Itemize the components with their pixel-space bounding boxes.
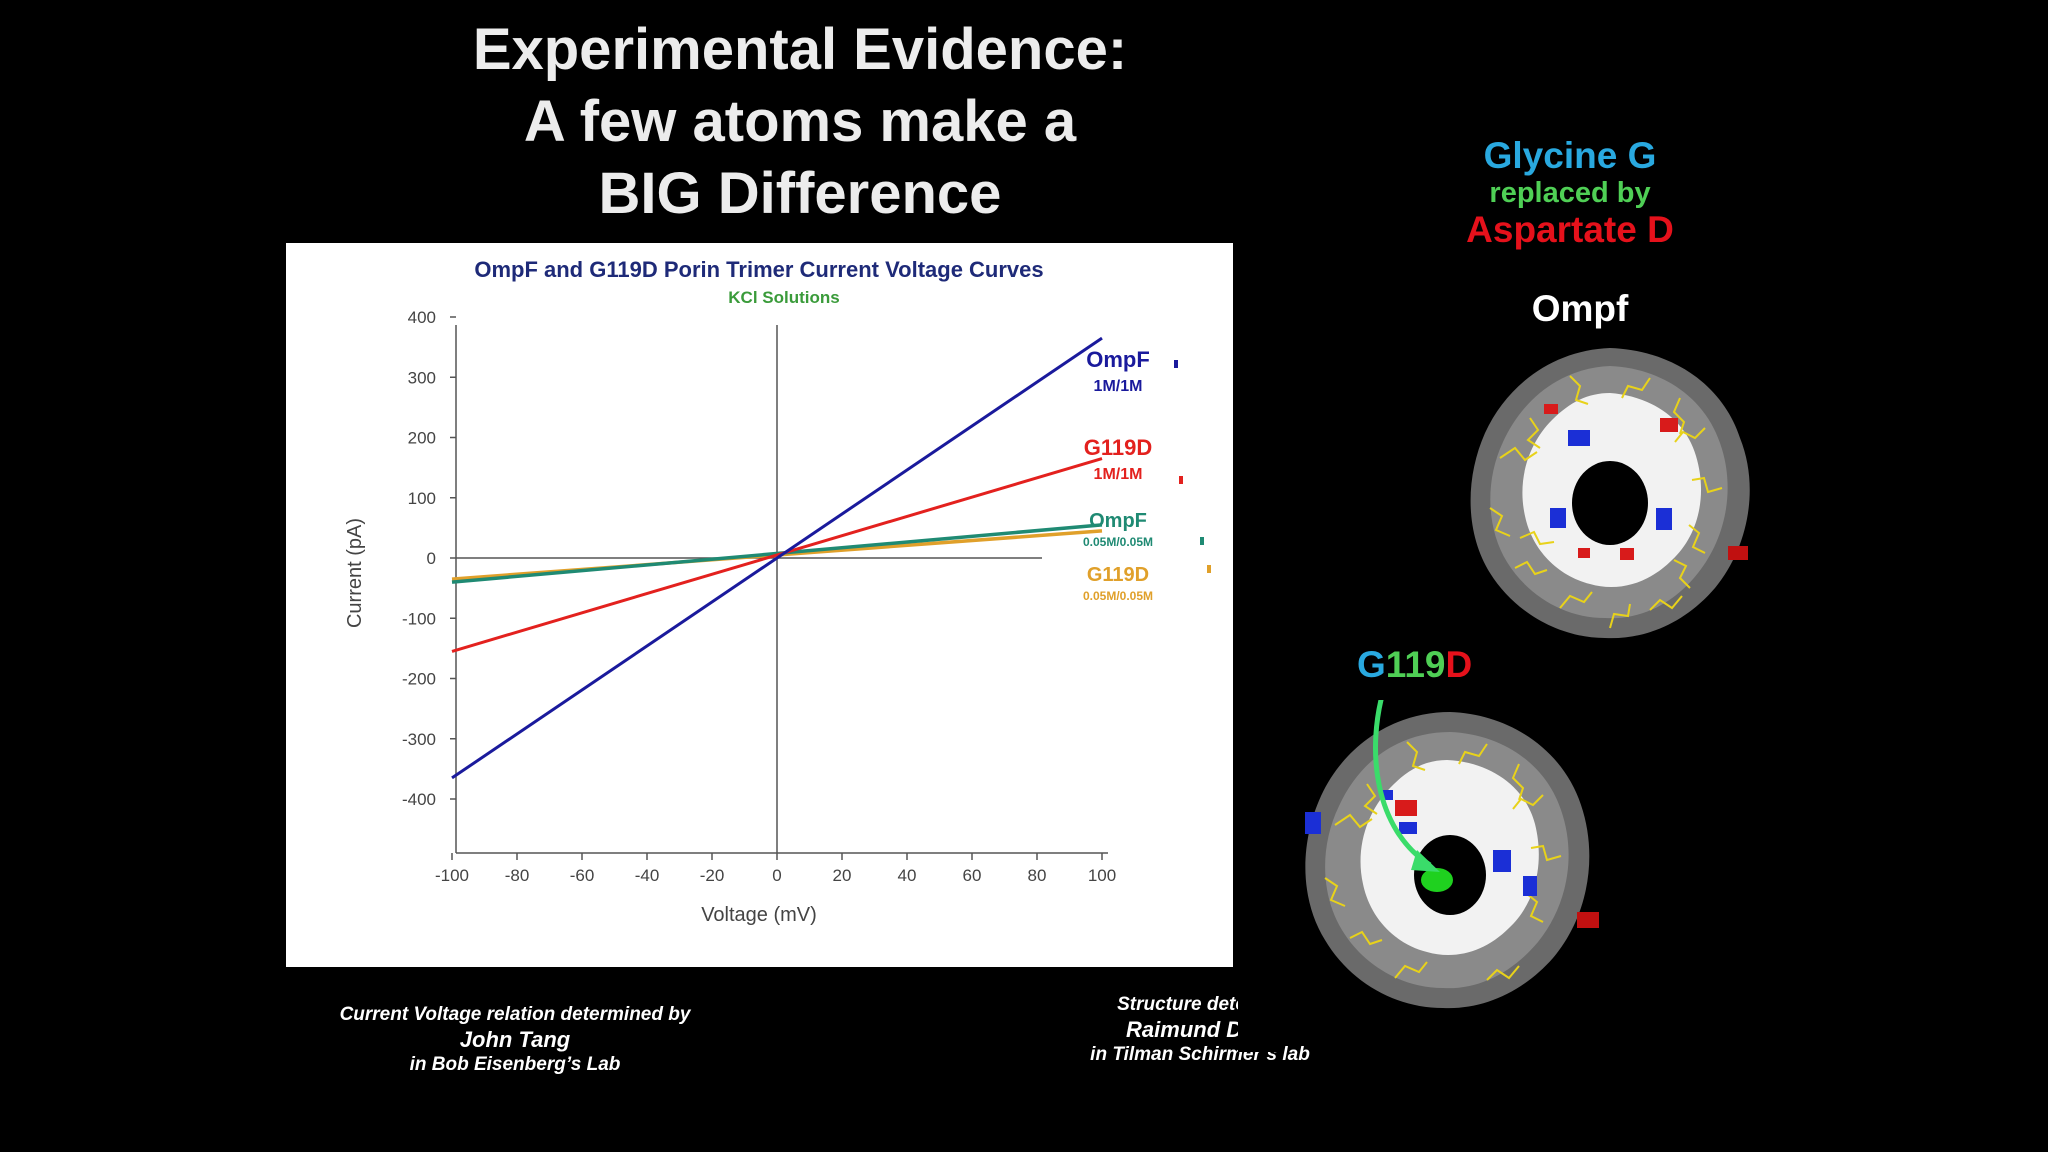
x-axis-label: Voltage (mV) <box>701 904 817 926</box>
legend-series-name: OmpF <box>1089 510 1147 532</box>
g119d-label-119: 119 <box>1385 644 1446 685</box>
g119d-structure-label: G119D <box>1357 644 1472 686</box>
mutation-to: Aspartate D <box>1466 209 1674 250</box>
x-tick-label: -60 <box>570 866 595 885</box>
y-tick-label: -300 <box>402 730 436 749</box>
ompf-structure-icon <box>1470 348 1750 639</box>
mutation-from: Glycine G <box>1483 135 1657 176</box>
x-tick-label: 60 <box>963 866 982 885</box>
credit-iv-line1: Current Voltage relation determined by <box>339 1004 691 1025</box>
series-line <box>451 457 1103 653</box>
mutation-replaced-by: replaced by <box>1489 177 1651 209</box>
x-tick-label: 100 <box>1088 866 1116 885</box>
ompf-structure-label: Ompf <box>1531 288 1629 329</box>
x-tick-label: -20 <box>700 866 725 885</box>
legend-marker <box>1174 360 1178 368</box>
y-tick-label: 100 <box>408 489 436 508</box>
y-tick-label: -400 <box>402 790 436 809</box>
x-tick-label: -100 <box>435 866 469 885</box>
y-tick-label: 400 <box>408 308 436 327</box>
title-line-3: BIG Difference <box>598 161 1002 226</box>
series-line <box>451 336 1103 780</box>
g119d-label-g: G <box>1357 644 1386 685</box>
legend-marker <box>1179 476 1183 484</box>
legend-series-conc: 0.05M/0.05M <box>1083 589 1153 603</box>
g119d-structure-icon <box>1305 700 1599 1009</box>
legend-marker <box>1207 565 1211 573</box>
y-tick-label: 0 <box>427 549 436 568</box>
mutation-legend: Glycine G replaced by Aspartate D <box>1400 136 1740 250</box>
x-tick-label: 20 <box>833 866 852 885</box>
x-tick-label: -80 <box>505 866 530 885</box>
x-tick-label: -40 <box>635 866 660 885</box>
y-tick-label: 200 <box>408 429 436 448</box>
iv-chart-panel: OmpF and G119D Porin Trimer Current Volt… <box>286 243 1233 967</box>
title-line-2: A few atoms make a <box>523 89 1077 154</box>
chart-subtitle: KCl Solutions <box>728 288 839 307</box>
y-tick-label: 300 <box>408 368 436 387</box>
credit-structure-name: Raimund Dutz <box>1126 1017 1274 1042</box>
g119d-label-d: D <box>1445 644 1473 685</box>
credit-iv: Current Voltage relation determined by J… <box>300 1002 730 1077</box>
credit-iv-name: John Tang <box>459 1027 571 1052</box>
credit-occlusion <box>1238 990 1284 1052</box>
credit-structure-line3: in Tilman Schirmer’s lab <box>1090 1044 1310 1065</box>
legend-series-name: G119D <box>1087 564 1149 586</box>
legend-marker <box>1200 537 1204 545</box>
x-tick-label: 0 <box>772 866 781 885</box>
green-arrow-icon <box>1411 850 1440 872</box>
legend-series-conc: 1M/1M <box>1094 378 1143 395</box>
chart-title: OmpF and G119D Porin Trimer Current Volt… <box>474 257 1043 282</box>
legend-series-conc: 1M/1M <box>1094 466 1143 483</box>
x-tick-label: 40 <box>898 866 917 885</box>
title-line-1: Experimental Evidence: <box>472 17 1128 82</box>
y-tick-label: -100 <box>402 609 436 628</box>
y-tick-label: -200 <box>402 670 436 689</box>
legend-series-name: OmpF <box>1086 347 1150 372</box>
slide-title: Experimental Evidence: A few atoms make … <box>360 14 1240 230</box>
iv-chart: OmpF and G119D Porin Trimer Current Volt… <box>344 257 1211 926</box>
y-axis-label: Current (pA) <box>344 518 366 628</box>
legend-series-conc: 0.05M/0.05M <box>1083 535 1153 549</box>
legend-series-name: G119D <box>1084 435 1153 460</box>
credit-iv-line3: in Bob Eisenberg’s Lab <box>409 1054 621 1075</box>
x-tick-label: 80 <box>1028 866 1047 885</box>
